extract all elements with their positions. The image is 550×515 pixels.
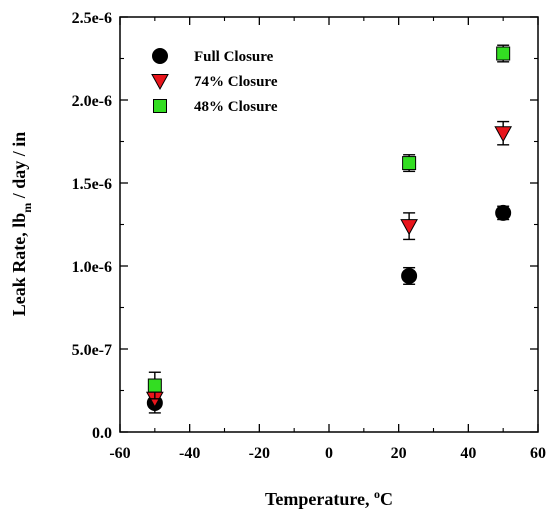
- y-tick-label: 1.5e-6: [72, 176, 112, 193]
- y-tick-label: 2.5e-6: [72, 10, 112, 27]
- y-tick-label: 0.0: [92, 425, 112, 442]
- x-tick-label: 0: [325, 445, 333, 462]
- legend-label-74-closure: 74% Closure: [194, 74, 278, 90]
- y-tick-label: 1.0e-6: [72, 259, 112, 276]
- legend: Full Closure 74% Closure 48% Closure: [151, 48, 278, 115]
- point-full-closure: [401, 267, 418, 284]
- x-tick-label: 40: [460, 445, 476, 462]
- x-tick-label: 60: [530, 445, 546, 462]
- legend-marker-74-closure: [151, 74, 169, 91]
- y-axis-title: Leak Rate, lbm / day / in: [9, 132, 34, 317]
- legend-marker-48-closure: [153, 99, 167, 113]
- legend-marker-full-closure: [152, 48, 168, 64]
- point-full-closure: [495, 204, 512, 221]
- y-tick-label: 2.0e-6: [72, 93, 112, 110]
- point-74-closure: [494, 126, 513, 143]
- point-48-closure: [147, 378, 162, 393]
- tick-labels: -60 -40 -20 0 20 40 60 0.0 5.0e-7 1.0e-6 1.5e-6 2.0…: [72, 10, 546, 462]
- plot-frame: [119, 16, 539, 433]
- x-axis-title: Temperature, oC: [265, 487, 393, 509]
- axis-ticks: [119, 16, 539, 433]
- data-points: [145, 44, 513, 414]
- x-tick-label: -40: [179, 445, 200, 462]
- x-tick-label: -60: [109, 445, 130, 462]
- point-74-closure: [400, 219, 418, 236]
- x-tick-label: -20: [249, 445, 270, 462]
- legend-label-full-closure: Full Closure: [194, 49, 274, 65]
- x-tick-label: 20: [391, 445, 407, 462]
- y-tick-label: 5.0e-7: [72, 342, 112, 359]
- point-48-closure: [496, 46, 511, 61]
- legend-label-48-closure: 48% Closure: [194, 99, 278, 115]
- point-48-closure: [402, 156, 417, 171]
